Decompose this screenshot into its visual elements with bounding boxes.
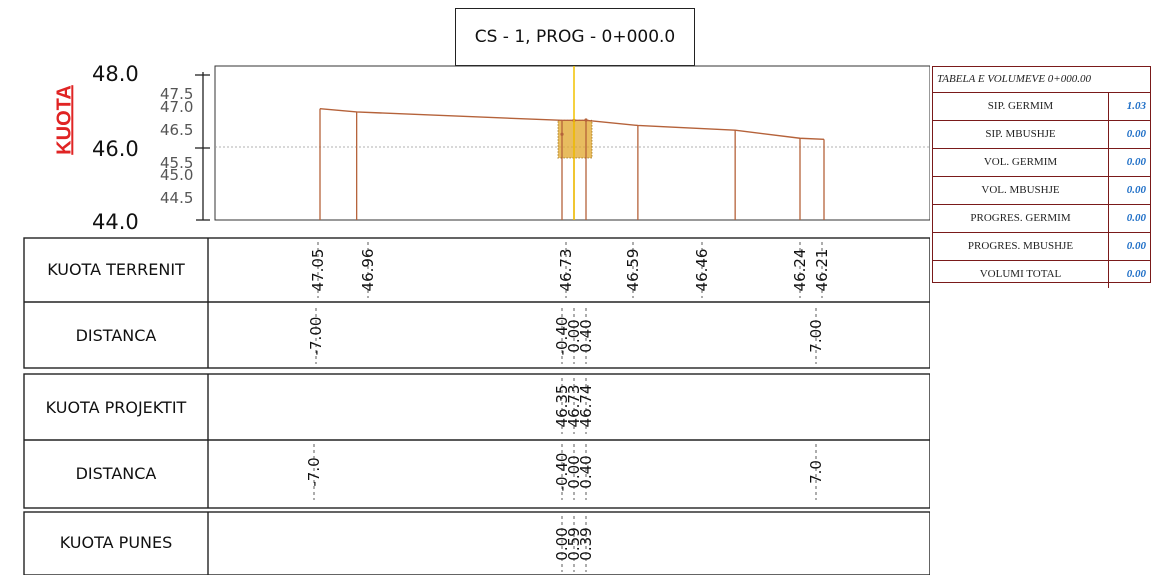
distance-label: 0.00 (565, 319, 583, 352)
tick-label-46-5: 46.5 (160, 121, 193, 139)
tick-label-46: 46.0 (92, 137, 139, 161)
band-box-bottom (23, 511, 930, 575)
work-elevation-label: 0.59 (565, 527, 583, 560)
distance-2-label: 0.40 (577, 455, 595, 488)
terrain-elevation-label: 46.96 (359, 249, 377, 292)
tick-label-45-0: 45.0 (160, 166, 193, 184)
row-label-kuota-terrenit: KUOTA TERRENIT (47, 260, 185, 279)
tick-label-47-0: 47.0 (160, 98, 193, 116)
volume-row: PROGRES. MBUSHJE 0.00 (933, 233, 1150, 261)
volume-table-title: TABELA E VOLUMEVE 0+000.00 (933, 67, 1150, 93)
terrain-elevation-label: 46.73 (557, 249, 575, 292)
volume-table: TABELA E VOLUMEVE 0+000.00 SIP. GERMIM 1.… (932, 66, 1151, 288)
row-label-kuota-projektit: KUOTA PROJEKTIT (45, 398, 187, 417)
volume-row: VOL. MBUSHJE 0.00 (933, 177, 1150, 205)
volume-row-label: SIP. MBUSHJE (933, 121, 1109, 148)
band-box-top (23, 237, 930, 369)
volume-row-label: PROGRES. MBUSHJE (933, 233, 1109, 260)
volume-row: SIP. MBUSHJE 0.00 (933, 121, 1150, 149)
design-elevation-label: 46.74 (577, 385, 595, 428)
volume-row-value: 1.03 (1126, 100, 1146, 112)
volume-row: VOLUMI TOTAL 0.00 (933, 261, 1150, 288)
work-elevation-label: 0.39 (577, 527, 595, 560)
distance-label: -7.00 (307, 317, 325, 356)
terrain-elevation-label: 46.21 (813, 249, 831, 292)
work-elevation-label: 0.00 (553, 527, 571, 560)
band-values-layer: 47.05 46.96 46.73 46.59 46.46 46.24 46.21-7.00… (305, 242, 831, 572)
distance-label: 0.40 (577, 319, 595, 352)
tick-label-44-5: 44.5 (160, 189, 193, 207)
plot-frame (214, 65, 930, 221)
tick-label-44: 44.0 (92, 210, 139, 234)
design-elevation-label: 46.73 (565, 385, 583, 428)
volume-row-value: 0.00 (1126, 240, 1146, 252)
band-box-middle (23, 373, 930, 509)
tick-label-47-5: 47.5 (160, 85, 193, 103)
section-title: CS - 1, PROG - 0+000.0 (474, 27, 676, 47)
section-title-box: CS - 1, PROG - 0+000.0 (455, 8, 695, 66)
volume-row-value: 0.00 (1126, 268, 1146, 280)
volume-row-label: VOL. GERMIM (933, 149, 1109, 176)
distance-label: 7.00 (807, 319, 825, 352)
volume-row-label: SIP. GERMIM (933, 93, 1109, 120)
volume-row-value: 0.00 (1126, 156, 1146, 168)
terrain-elevation-label: 46.59 (624, 249, 642, 292)
volume-row: PROGRES. GERMIM 0.00 (933, 205, 1150, 233)
band-table (23, 237, 930, 575)
row-label-distanca-1: DISTANCA (75, 326, 157, 345)
tick-label-45-5: 45.5 (160, 154, 193, 172)
volume-row-label: VOLUMI TOTAL (933, 261, 1109, 288)
y-axis (195, 72, 210, 221)
volume-row-value: 0.00 (1126, 184, 1146, 196)
row-label-kuota-punes: KUOTA PUNES (59, 533, 173, 552)
distance-2-label: -7.0 (305, 457, 323, 486)
volume-row: VOL. GERMIM 0.00 (933, 149, 1150, 177)
terrain-elevation-label: 46.46 (693, 249, 711, 292)
excavation-fill (558, 120, 592, 158)
design-elevation-label: 46.35 (553, 385, 571, 428)
distance-label: -0.40 (553, 317, 571, 356)
tick-label-48: 48.0 (92, 62, 139, 86)
volume-row-label: VOL. MBUSHJE (933, 177, 1109, 204)
distance-2-label: 7.0 (807, 460, 825, 484)
design-point (584, 118, 588, 122)
volume-row-value: 0.00 (1126, 212, 1146, 224)
distance-2-label: 0.00 (565, 455, 583, 488)
cross-section-drawing: 48.0 46.0 44.0 47.5 47.0 46.5 45.5 45.0 … (23, 62, 930, 575)
terrain-elevation-label: 46.24 (791, 249, 809, 292)
volume-row: SIP. GERMIM 1.03 (933, 93, 1150, 121)
row-label-distanca-2: DISTANCA (75, 464, 157, 483)
volume-row-value: 0.00 (1126, 128, 1146, 140)
volume-row-label: PROGRES. GERMIM (933, 205, 1109, 232)
profile-layer (319, 66, 825, 220)
design-point (560, 132, 564, 136)
distance-2-label: -0.40 (553, 453, 571, 492)
terrain-elevation-label: 47.05 (309, 249, 327, 292)
